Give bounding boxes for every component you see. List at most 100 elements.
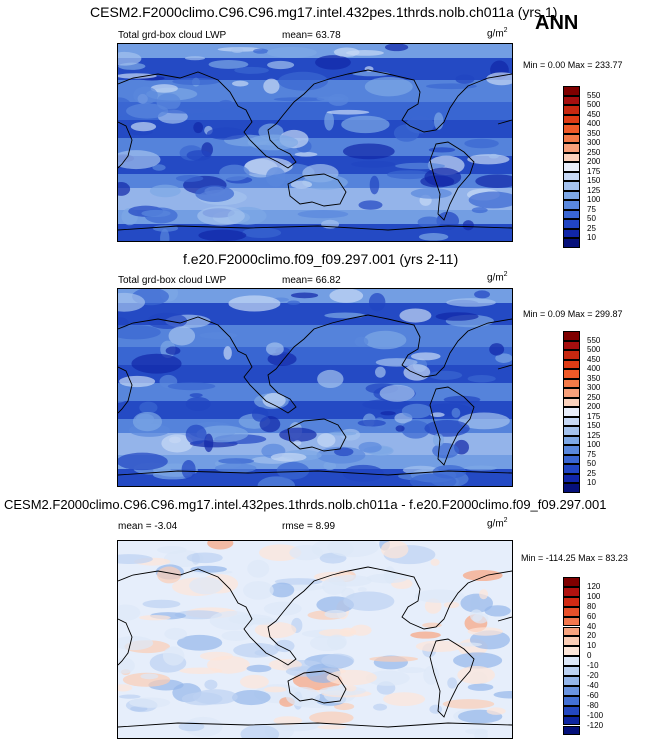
colorbar-swatch [563, 586, 580, 597]
field-blotch [326, 109, 370, 115]
field-blotch [467, 375, 496, 383]
field-blotch [446, 298, 496, 307]
colorbar-swatch [563, 435, 580, 445]
field-blotch [263, 686, 287, 693]
field-blotch [149, 184, 181, 198]
field-blotch [470, 609, 483, 622]
colorbar-label: 10 [587, 478, 596, 487]
field-blotch [270, 452, 307, 462]
field-blotch [139, 401, 158, 414]
colorbar-swatch [563, 143, 580, 153]
colorbar-swatch [563, 209, 580, 219]
colorbar-label: 75 [587, 204, 596, 214]
field-blotch [118, 452, 168, 471]
field-blotch [309, 711, 354, 725]
field-blotch [206, 127, 247, 140]
field-blotch [253, 48, 269, 54]
field-blotch [447, 677, 458, 689]
colorbar-label: 40 [587, 621, 596, 631]
field-blotch [269, 582, 295, 598]
field-blotch [455, 642, 483, 647]
field-blotch [435, 312, 479, 321]
colorbar-label: 150 [587, 176, 601, 185]
map-canvas [118, 289, 512, 486]
field-blotch [493, 690, 512, 699]
field-blotch [247, 617, 280, 625]
field-blotch [168, 326, 196, 346]
colorbar-swatch [563, 626, 580, 637]
coastline [118, 314, 369, 414]
field-blotch [414, 589, 465, 603]
colorbar-swatch [563, 181, 580, 191]
coastline [118, 119, 512, 169]
field-blotch [418, 233, 449, 241]
colorbar-swatch [563, 219, 580, 229]
panel3-colorbar: 120 100 80 60 40 20 10 0 -10 -20 -40 -60 -80 -100 -120 [563, 577, 623, 736]
field-blotch [290, 180, 313, 189]
colorbar-label: -20 [587, 671, 599, 680]
panel1-map [117, 43, 513, 242]
colorbar-swatch [563, 331, 580, 341]
field-blotch [118, 684, 133, 692]
field-blotch [240, 724, 280, 738]
field-blotch [184, 56, 206, 61]
coastline [118, 225, 512, 231]
field-blotch [189, 393, 203, 398]
field-blotch [415, 640, 463, 652]
field-blotch [294, 152, 318, 157]
colorbar-swatch [563, 705, 580, 716]
field-blotch [263, 78, 280, 94]
season-label: ANN [535, 12, 579, 34]
field-blotch [221, 630, 251, 641]
field-blotch [189, 577, 223, 595]
field-blotch [234, 66, 269, 74]
field-blotch [208, 59, 249, 69]
field-blotch [181, 460, 196, 479]
field-blotch [489, 343, 505, 356]
field-blotch [368, 292, 386, 312]
field-blotch [185, 396, 211, 411]
colorbar-label: 100 [587, 195, 601, 204]
field-blotch [369, 656, 419, 662]
panel3-units: g/m2 [487, 517, 508, 530]
field-blotch [297, 210, 349, 219]
field-blotch [266, 342, 284, 356]
field-blotch [302, 174, 348, 190]
field-blotch [453, 652, 503, 669]
field-blotch [267, 60, 295, 70]
colorbar-label: 0 [587, 651, 592, 661]
colorbar-label: 250 [587, 392, 601, 402]
field-blotch [276, 461, 310, 480]
field-blotch [142, 599, 181, 609]
coastline [287, 418, 347, 452]
colorbar-swatch [563, 171, 580, 181]
field-blotch [118, 292, 146, 312]
field-blotch [204, 433, 214, 453]
field-blotch [395, 425, 405, 432]
colorbar-label: 50 [587, 214, 596, 223]
map-canvas [118, 541, 512, 738]
field-blotch [174, 610, 223, 620]
field-blotch [258, 544, 302, 561]
field-blotch [218, 99, 234, 110]
field-blotch [199, 651, 233, 661]
field-blotch [130, 121, 157, 132]
colorbar-swatch [563, 725, 580, 736]
colorbar-label: 350 [587, 128, 601, 138]
colorbar-label: 175 [587, 411, 601, 421]
field-blotch [436, 211, 460, 231]
field-blotch [242, 227, 282, 239]
field-blotch [428, 147, 456, 153]
colorbar-swatch [563, 596, 580, 607]
field-blotch [365, 670, 410, 686]
colorbar-label: 125 [587, 430, 601, 440]
colorbar-swatch [563, 616, 580, 627]
field-blotch [273, 716, 303, 726]
field-blotch [176, 634, 223, 651]
field-blotch [186, 150, 212, 161]
colorbar-swatch [563, 656, 580, 667]
field-blotch [118, 325, 161, 340]
field-blotch [232, 80, 249, 87]
field-blotch [133, 86, 158, 105]
field-blotch [457, 665, 496, 684]
